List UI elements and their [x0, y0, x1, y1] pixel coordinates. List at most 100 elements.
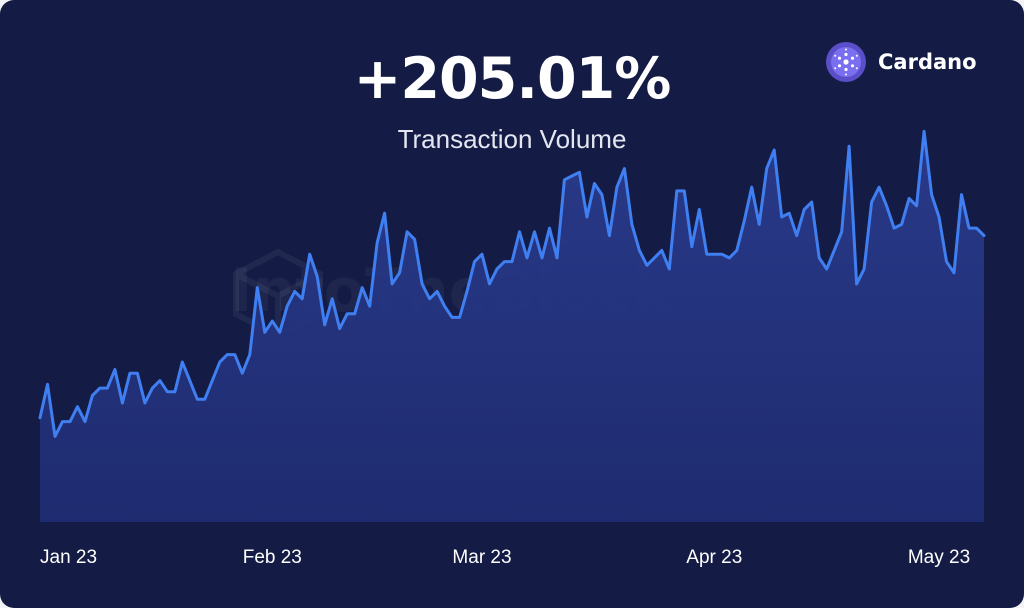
data-point	[286, 305, 289, 308]
data-point	[353, 312, 356, 315]
data-point	[885, 204, 888, 207]
data-point	[173, 390, 176, 393]
data-point	[436, 290, 439, 293]
data-point	[983, 234, 986, 237]
series-area	[40, 131, 984, 522]
data-point	[481, 253, 484, 256]
data-point	[720, 253, 723, 256]
data-point	[271, 320, 274, 323]
data-point	[383, 212, 386, 215]
data-point	[713, 253, 716, 256]
data-point	[930, 193, 933, 196]
data-point	[810, 201, 813, 204]
data-point	[803, 208, 806, 211]
data-point	[690, 245, 693, 248]
data-point	[968, 227, 971, 230]
data-point	[61, 420, 64, 423]
data-point	[46, 383, 49, 386]
data-point	[181, 361, 184, 364]
data-point	[413, 238, 416, 241]
data-point	[608, 234, 611, 237]
chart-subtitle: Transaction Volume	[397, 124, 627, 154]
data-point	[600, 193, 603, 196]
data-point	[98, 387, 101, 390]
data-point	[188, 379, 191, 382]
data-point	[323, 323, 326, 326]
data-point	[900, 223, 903, 226]
data-point	[263, 331, 266, 334]
data-point	[563, 178, 566, 181]
data-point	[660, 249, 663, 252]
data-point	[151, 387, 154, 390]
data-point	[705, 253, 708, 256]
data-point	[788, 212, 791, 215]
data-point	[361, 286, 364, 289]
data-point	[728, 256, 731, 259]
data-point	[675, 189, 678, 192]
brand-badge: Cardano	[825, 41, 977, 83]
data-point	[368, 305, 371, 308]
data-point	[840, 230, 843, 233]
headline-change-percent: +205.01%	[353, 46, 672, 112]
data-point	[106, 387, 109, 390]
data-point	[391, 282, 394, 285]
data-point	[451, 316, 454, 319]
data-point	[473, 260, 476, 263]
data-point	[653, 256, 656, 259]
data-point	[585, 216, 588, 219]
data-point	[795, 234, 798, 237]
x-tick-label: Jan 23	[40, 547, 97, 568]
data-point	[863, 268, 866, 271]
data-point	[308, 253, 311, 256]
data-point	[593, 182, 596, 185]
data-point	[428, 297, 431, 300]
data-point	[226, 353, 229, 356]
data-point	[518, 230, 521, 233]
data-point	[91, 394, 94, 397]
x-axis-tick-labels: Jan 23 Feb 23 Mar 23 Apr 23 May 23	[40, 547, 970, 568]
data-point	[143, 402, 146, 405]
data-point	[735, 249, 738, 252]
data-point	[241, 372, 244, 375]
data-point	[406, 230, 409, 233]
data-point	[915, 204, 918, 207]
data-point	[570, 175, 573, 178]
data-point	[758, 223, 761, 226]
data-point	[338, 327, 341, 330]
data-point	[69, 420, 72, 423]
data-point	[503, 260, 506, 263]
data-point	[158, 379, 161, 382]
data-point	[825, 268, 828, 271]
data-point	[908, 197, 911, 200]
data-point	[113, 368, 116, 371]
data-point	[975, 227, 978, 230]
data-point	[233, 353, 236, 356]
brand-name: Cardano	[878, 50, 977, 74]
data-point	[833, 249, 836, 252]
data-point	[698, 208, 701, 211]
data-point	[248, 353, 251, 356]
data-point	[743, 219, 746, 222]
data-point	[76, 405, 79, 408]
data-point	[466, 290, 469, 293]
data-point	[346, 312, 349, 315]
data-point	[211, 379, 214, 382]
data-point	[855, 282, 858, 285]
data-point	[136, 372, 139, 375]
data-point	[630, 223, 633, 226]
data-point	[293, 290, 296, 293]
data-point	[331, 297, 334, 300]
data-point	[301, 297, 304, 300]
data-point	[818, 256, 821, 259]
x-tick-label: Mar 23	[452, 547, 511, 568]
data-point	[683, 189, 686, 192]
data-point	[870, 201, 873, 204]
data-point	[421, 282, 424, 285]
data-point	[39, 416, 42, 419]
data-point	[780, 216, 783, 219]
data-point	[878, 186, 881, 189]
data-point	[316, 275, 319, 278]
data-point	[960, 193, 963, 196]
